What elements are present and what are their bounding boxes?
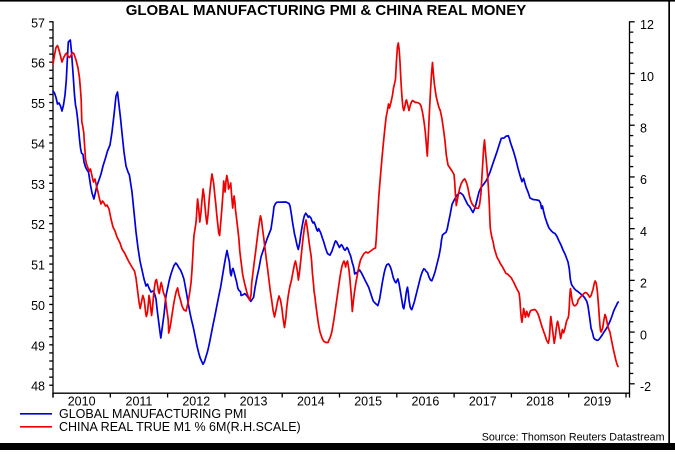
svg-text:50: 50: [31, 299, 45, 313]
svg-text:CHINA REAL TRUE M1 % 6M(R.H.SC: CHINA REAL TRUE M1 % 6M(R.H.SCALE): [59, 420, 301, 434]
svg-text:49: 49: [31, 339, 45, 353]
svg-text:2013: 2013: [240, 395, 268, 409]
svg-text:-2: -2: [640, 380, 651, 394]
svg-text:57: 57: [31, 16, 45, 30]
svg-text:2019: 2019: [583, 395, 611, 409]
svg-text:10: 10: [640, 70, 654, 84]
svg-text:54: 54: [31, 137, 45, 151]
svg-text:8: 8: [640, 122, 647, 136]
svg-text:4: 4: [640, 225, 647, 239]
svg-text:53: 53: [31, 178, 45, 192]
svg-text:GLOBAL MANUFACTURING PMI & CHI: GLOBAL MANUFACTURING PMI & CHINA REAL MO…: [126, 2, 527, 19]
svg-text:2015: 2015: [354, 395, 382, 409]
svg-text:2017: 2017: [469, 395, 497, 409]
svg-text:2014: 2014: [297, 395, 325, 409]
svg-text:2010: 2010: [68, 395, 96, 409]
svg-text:2011: 2011: [126, 395, 153, 409]
svg-text:2016: 2016: [412, 395, 440, 409]
svg-text:GLOBAL MANUFACTURING PMI: GLOBAL MANUFACTURING PMI: [59, 407, 247, 421]
svg-text:55: 55: [31, 97, 45, 111]
svg-text:2012: 2012: [182, 395, 210, 409]
svg-text:51: 51: [31, 259, 45, 273]
svg-text:2018: 2018: [526, 395, 554, 409]
svg-text:12: 12: [640, 18, 654, 32]
svg-text:2: 2: [640, 277, 647, 291]
svg-text:Source: Thomson Reuters Datast: Source: Thomson Reuters Datastream: [482, 432, 665, 444]
svg-text:0: 0: [640, 328, 647, 342]
svg-text:52: 52: [31, 218, 45, 232]
svg-text:56: 56: [31, 57, 45, 71]
svg-text:6: 6: [640, 173, 647, 187]
svg-text:48: 48: [31, 380, 45, 394]
